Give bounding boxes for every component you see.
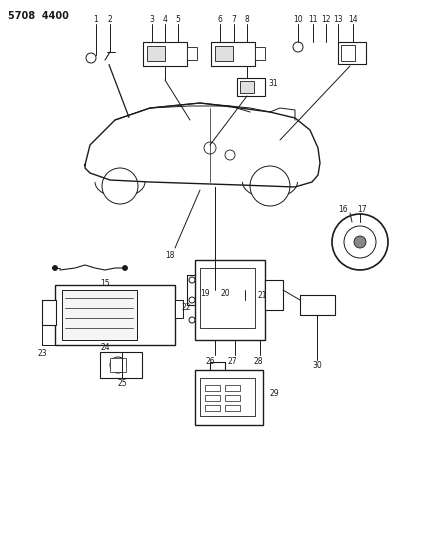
Bar — [237, 78, 265, 96]
Bar — [200, 268, 255, 328]
Bar — [42, 300, 56, 325]
Text: 25: 25 — [117, 378, 127, 387]
Text: 14: 14 — [348, 15, 358, 25]
Bar — [200, 378, 255, 416]
Text: 6: 6 — [217, 15, 223, 25]
Bar — [300, 295, 335, 315]
Bar — [255, 47, 265, 60]
Text: 28: 28 — [253, 358, 263, 367]
Bar — [205, 405, 220, 411]
Bar — [205, 385, 220, 391]
Bar — [100, 352, 142, 378]
Text: 3: 3 — [149, 15, 155, 25]
Circle shape — [354, 236, 366, 248]
Text: 4: 4 — [163, 15, 167, 25]
Bar — [205, 395, 220, 401]
Bar — [147, 46, 165, 61]
Bar — [195, 260, 265, 340]
Bar — [225, 405, 240, 411]
Text: 17: 17 — [357, 206, 367, 214]
Bar — [187, 47, 197, 60]
Circle shape — [110, 357, 126, 373]
Bar — [175, 300, 183, 318]
Text: 10: 10 — [293, 15, 303, 25]
Circle shape — [293, 42, 303, 52]
Circle shape — [122, 265, 128, 271]
Bar — [110, 358, 126, 372]
Circle shape — [250, 166, 290, 206]
Bar — [341, 45, 355, 61]
Text: 18: 18 — [165, 252, 175, 261]
Text: 16: 16 — [338, 206, 348, 214]
Text: 20: 20 — [220, 288, 230, 297]
Circle shape — [189, 277, 195, 283]
Text: 19: 19 — [200, 288, 210, 297]
Bar — [265, 280, 283, 310]
Text: 11: 11 — [308, 15, 318, 25]
Text: 13: 13 — [333, 15, 343, 25]
Text: 26: 26 — [205, 358, 215, 367]
Circle shape — [241, 300, 249, 308]
Circle shape — [204, 142, 216, 154]
Text: 5708  4400: 5708 4400 — [8, 11, 69, 21]
Bar — [55, 285, 175, 345]
Text: 7: 7 — [232, 15, 236, 25]
Bar — [225, 395, 240, 401]
Circle shape — [53, 265, 57, 271]
Text: 1: 1 — [94, 15, 98, 25]
Circle shape — [332, 214, 388, 270]
Text: 23: 23 — [37, 349, 47, 358]
Text: 30: 30 — [312, 361, 322, 370]
Text: 2: 2 — [107, 15, 113, 25]
Text: 29: 29 — [270, 389, 279, 398]
Bar — [143, 42, 187, 66]
Circle shape — [86, 53, 96, 63]
Circle shape — [225, 150, 235, 160]
Text: 31: 31 — [268, 79, 278, 88]
Bar — [338, 42, 366, 64]
Bar — [195, 370, 263, 425]
Bar — [240, 81, 254, 93]
Bar — [211, 42, 255, 66]
Circle shape — [344, 226, 376, 258]
Circle shape — [102, 168, 138, 204]
Text: 12: 12 — [321, 15, 331, 25]
Text: 22: 22 — [182, 303, 191, 312]
Bar — [62, 290, 137, 340]
Text: 21: 21 — [258, 292, 268, 301]
Text: 8: 8 — [245, 15, 250, 25]
Bar — [225, 385, 240, 391]
Text: 15: 15 — [100, 279, 110, 287]
Text: 24: 24 — [100, 343, 110, 352]
Text: 5: 5 — [175, 15, 181, 25]
Circle shape — [189, 317, 195, 323]
Text: 27: 27 — [227, 358, 237, 367]
Circle shape — [189, 297, 195, 303]
Bar — [215, 46, 233, 61]
